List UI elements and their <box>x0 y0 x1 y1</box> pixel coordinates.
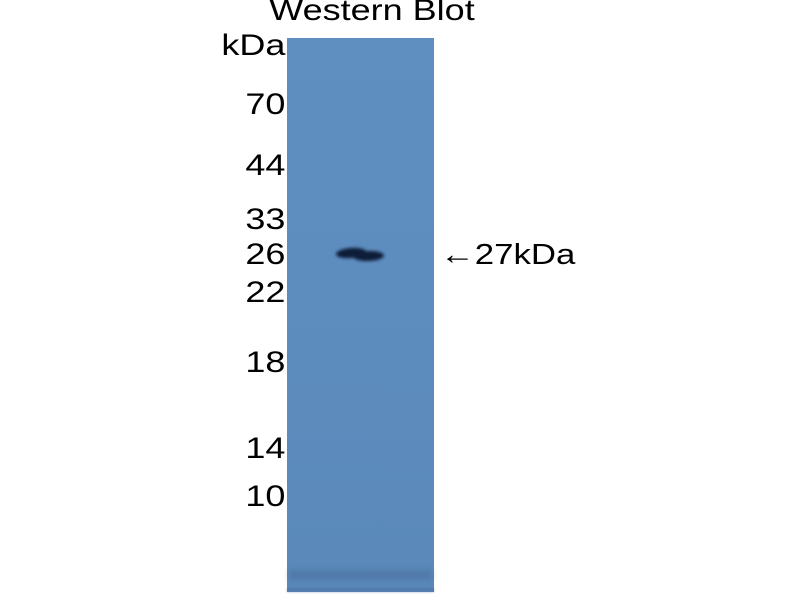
lane-bottom-edge <box>287 588 434 592</box>
unit-label-kda: kDa <box>220 29 285 62</box>
mw-marker-18: 18 <box>244 346 285 379</box>
gel-lane <box>287 38 434 592</box>
mw-marker-22: 22 <box>244 276 285 309</box>
mw-marker-70: 70 <box>244 88 285 121</box>
lane-bottom-smudge <box>289 570 432 580</box>
figure-title: Western Blot <box>269 0 475 27</box>
mw-marker-44: 44 <box>244 149 285 182</box>
arrow-left-icon: ← <box>440 239 475 271</box>
band-weight-label: 27kDa <box>474 239 576 271</box>
mw-marker-14: 14 <box>244 432 285 465</box>
protein-band-blob-right <box>352 250 385 262</box>
mw-marker-33: 33 <box>244 203 285 236</box>
mw-marker-26: 26 <box>244 238 285 271</box>
protein-band <box>335 246 385 263</box>
mw-marker-10: 10 <box>244 480 285 513</box>
band-annotation: ←27kDa <box>440 240 575 270</box>
